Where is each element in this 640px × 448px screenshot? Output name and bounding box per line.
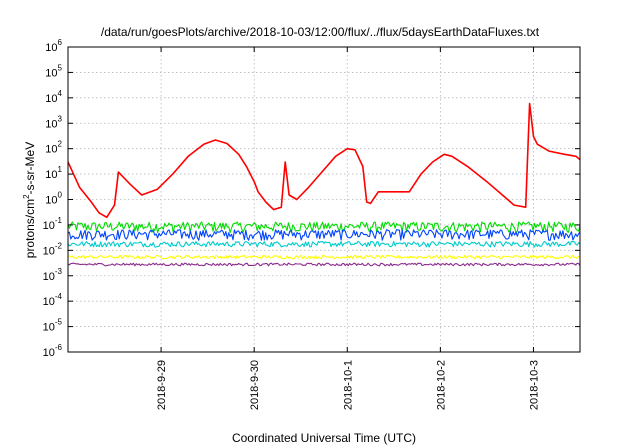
y-tick-label: 10-2 bbox=[43, 241, 63, 257]
y-tick-label-exp: -6 bbox=[55, 343, 63, 352]
series-line-4 bbox=[68, 254, 580, 260]
y-tick-label: 100 bbox=[45, 191, 62, 207]
plot-frame bbox=[67, 46, 581, 353]
y-tick-label-exp: -3 bbox=[55, 267, 63, 276]
y-tick-label-exp: -4 bbox=[55, 292, 63, 301]
series-line-2 bbox=[68, 229, 580, 241]
y-tick-label-base: 10 bbox=[45, 42, 57, 54]
y-axis-label-sup: 2 bbox=[22, 194, 31, 199]
y-tick-label: 10-1 bbox=[43, 216, 63, 232]
y-tick-label-exp: 5 bbox=[58, 63, 63, 72]
y-axis-label-rest: -s-sr-MeV bbox=[23, 142, 37, 195]
y-tick-label-exp: 0 bbox=[58, 191, 63, 200]
x-tick-label: 2018-9-29 bbox=[156, 360, 168, 410]
y-tick-label-base: 10 bbox=[43, 271, 55, 283]
y-tick-label-base: 10 bbox=[45, 67, 57, 79]
y-tick-label-exp: 3 bbox=[58, 114, 63, 123]
y-tick-label-base: 10 bbox=[45, 118, 57, 130]
y-tick-label-base: 10 bbox=[43, 347, 55, 359]
y-axis-label: protons/cm2-s-sr-MeV bbox=[22, 142, 37, 258]
ticks: 10610510410310210110010-110-210-310-410-… bbox=[43, 38, 580, 410]
y-tick-label-base: 10 bbox=[43, 245, 55, 257]
y-tick-label-base: 10 bbox=[45, 93, 57, 105]
grid bbox=[68, 47, 580, 352]
y-tick-label: 10-6 bbox=[43, 343, 63, 359]
series-line-3 bbox=[68, 240, 580, 248]
y-tick-label-exp: -2 bbox=[55, 241, 63, 250]
y-tick-label: 101 bbox=[45, 165, 62, 181]
x-tick-label: 2018-10-1 bbox=[342, 360, 354, 410]
y-tick-label: 10-4 bbox=[43, 292, 63, 308]
y-tick-label-exp: -5 bbox=[55, 318, 63, 327]
x-axis-label: Coordinated Universal Time (UTC) bbox=[232, 431, 416, 445]
y-tick-label-exp: 2 bbox=[58, 140, 63, 149]
series-line-5 bbox=[68, 262, 580, 267]
y-tick-label-base: 10 bbox=[45, 144, 57, 156]
series-layer bbox=[68, 102, 580, 267]
y-tick-label-exp: 6 bbox=[58, 38, 63, 47]
y-tick-label: 10-3 bbox=[43, 267, 63, 283]
y-tick-label: 103 bbox=[45, 114, 62, 130]
y-axis-label-base: protons/cm bbox=[23, 199, 37, 258]
y-tick-label-exp: 4 bbox=[58, 89, 63, 98]
x-tick-label: 2018-9-30 bbox=[249, 360, 261, 410]
series-line-0 bbox=[68, 102, 580, 219]
chart-title: /data/run/goesPlots/archive/2018-10-03/1… bbox=[101, 25, 540, 39]
x-tick-label: 2018-10-2 bbox=[435, 360, 447, 410]
y-tick-label: 104 bbox=[45, 89, 62, 105]
x-tick-label: 2018-10-3 bbox=[528, 360, 540, 410]
series-line-1 bbox=[68, 221, 580, 234]
y-tick-label-base: 10 bbox=[43, 322, 55, 334]
y-tick-label-base: 10 bbox=[43, 296, 55, 308]
y-tick-label: 106 bbox=[45, 38, 62, 54]
y-tick-label-base: 10 bbox=[45, 195, 57, 207]
y-tick-label: 102 bbox=[45, 140, 62, 156]
y-tick-label-base: 10 bbox=[43, 220, 55, 232]
y-tick-label: 105 bbox=[45, 63, 62, 79]
y-tick-label-exp: -1 bbox=[55, 216, 63, 225]
y-tick-label-base: 10 bbox=[45, 169, 57, 181]
y-tick-label-exp: 1 bbox=[58, 165, 63, 174]
y-tick-label: 10-5 bbox=[43, 318, 63, 334]
